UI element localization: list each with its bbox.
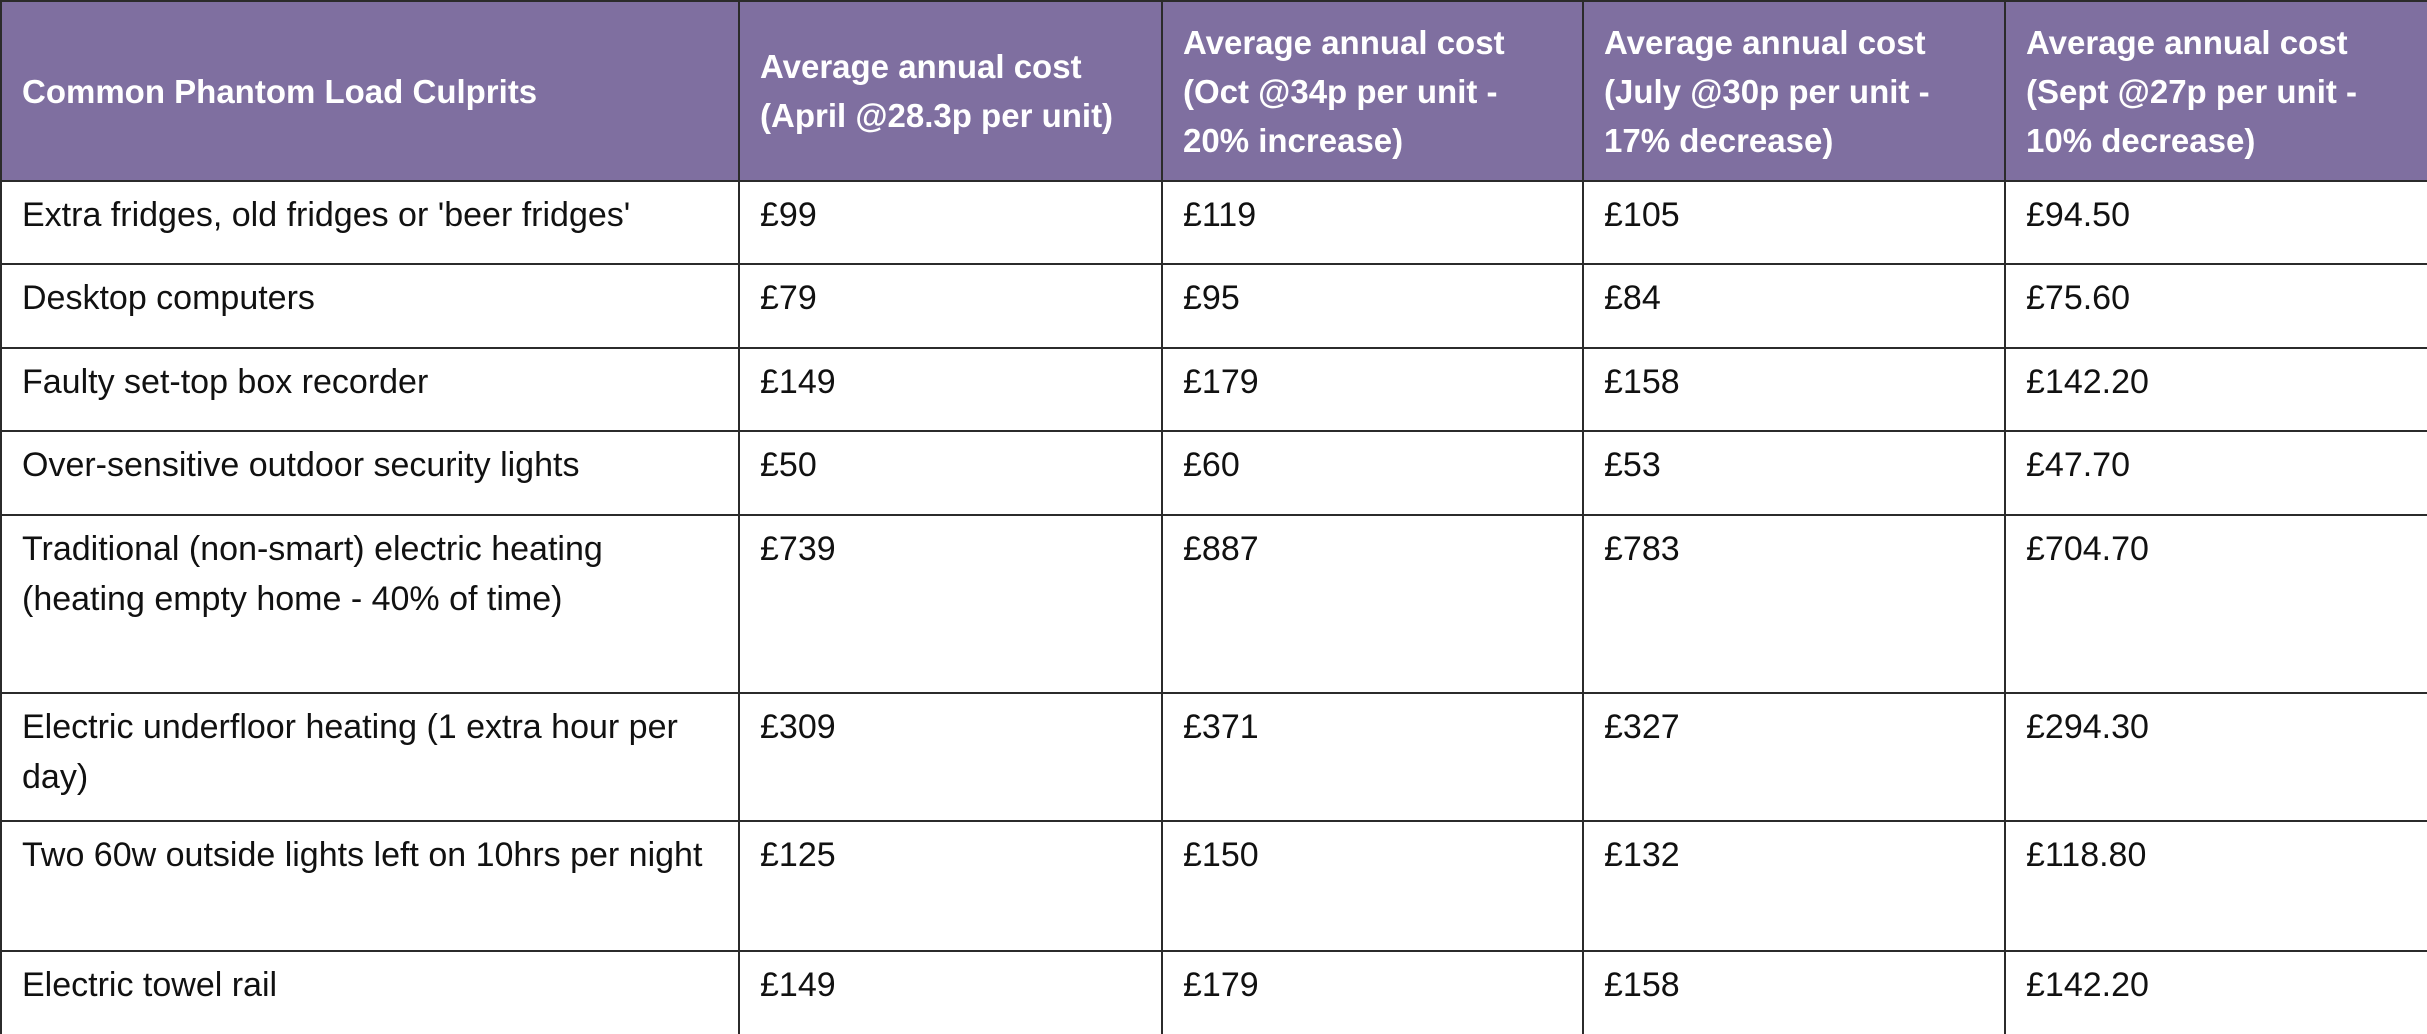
table-row: Electric towel rail £149 £179 £158 £142.20 [0,950,2427,1034]
cost-cell: £149 [738,347,1163,432]
table-row: Extra fridges, old fridges or 'beer frid… [0,180,2427,265]
cost-cell: £75.60 [2004,263,2427,349]
table-row: Faulty set-top box recorder £149 £179 £158 £… [0,347,2427,432]
cost-cell: £132 [1582,820,2006,952]
culprit-cell: Over-sensitive outdoor security lights [0,430,740,516]
cost-cell: £149 [738,950,1163,1034]
cost-cell: £60 [1161,430,1584,516]
table-row: Two 60w outside lights left on 10hrs per… [0,820,2427,952]
cost-cell: £704.70 [2004,514,2427,694]
cost-cell: £105 [1582,180,2006,265]
culprit-cell: Faulty set-top box recorder [0,347,740,432]
culprit-cell: Extra fridges, old fridges or 'beer frid… [0,180,740,265]
cost-cell: £294.30 [2004,692,2427,822]
cost-cell: £179 [1161,347,1584,432]
cost-cell: £150 [1161,820,1584,952]
cost-cell: £47.70 [2004,430,2427,516]
cost-cell: £119 [1161,180,1584,265]
culprit-cell: Desktop computers [0,263,740,349]
culprit-cell: Two 60w outside lights left on 10hrs per… [0,820,740,952]
culprit-cell: Electric towel rail [0,950,740,1034]
header-cell: Average annual cost (Oct @34p per unit -… [1161,0,1584,182]
table-row: Electric underfloor heating (1 extra hou… [0,692,2427,822]
header-row: Common Phantom Load Culprits Average annu… [0,0,2427,182]
header-cell: Common Phantom Load Culprits [0,0,740,182]
cost-cell: £95 [1161,263,1584,349]
header-cell: Average annual cost (July @30p per unit … [1582,0,2006,182]
cost-cell: £327 [1582,692,2006,822]
cost-cell: £53 [1582,430,2006,516]
cost-cell: £739 [738,514,1163,694]
header-cell: Average annual cost (Sept @27p per unit … [2004,0,2427,182]
cost-cell: £79 [738,263,1163,349]
cost-cell: £99 [738,180,1163,265]
table-row: Traditional (non-smart) electric heating… [0,514,2427,694]
cost-cell: £309 [738,692,1163,822]
cost-cell: £142.20 [2004,347,2427,432]
cost-cell: £179 [1161,950,1584,1034]
header-cell: Average annual cost (April @28.3p per un… [738,0,1163,182]
cost-cell: £84 [1582,263,2006,349]
table-row: Desktop computers £79 £95 £84 £75.60 [0,263,2427,349]
cost-cell: £371 [1161,692,1584,822]
cost-cell: £118.80 [2004,820,2427,952]
cost-cell: £125 [738,820,1163,952]
culprit-cell: Electric underfloor heating (1 extra hou… [0,692,740,822]
cost-cell: £158 [1582,950,2006,1034]
cost-cell: £142.20 [2004,950,2427,1034]
table-row: Over-sensitive outdoor security lights £5… [0,430,2427,516]
cost-cell: £94.50 [2004,180,2427,265]
culprit-cell: Traditional (non-smart) electric heating… [0,514,740,694]
cost-cell: £158 [1582,347,2006,432]
cost-cell: £50 [738,430,1163,516]
cost-cell: £887 [1161,514,1584,694]
cost-cell: £783 [1582,514,2006,694]
